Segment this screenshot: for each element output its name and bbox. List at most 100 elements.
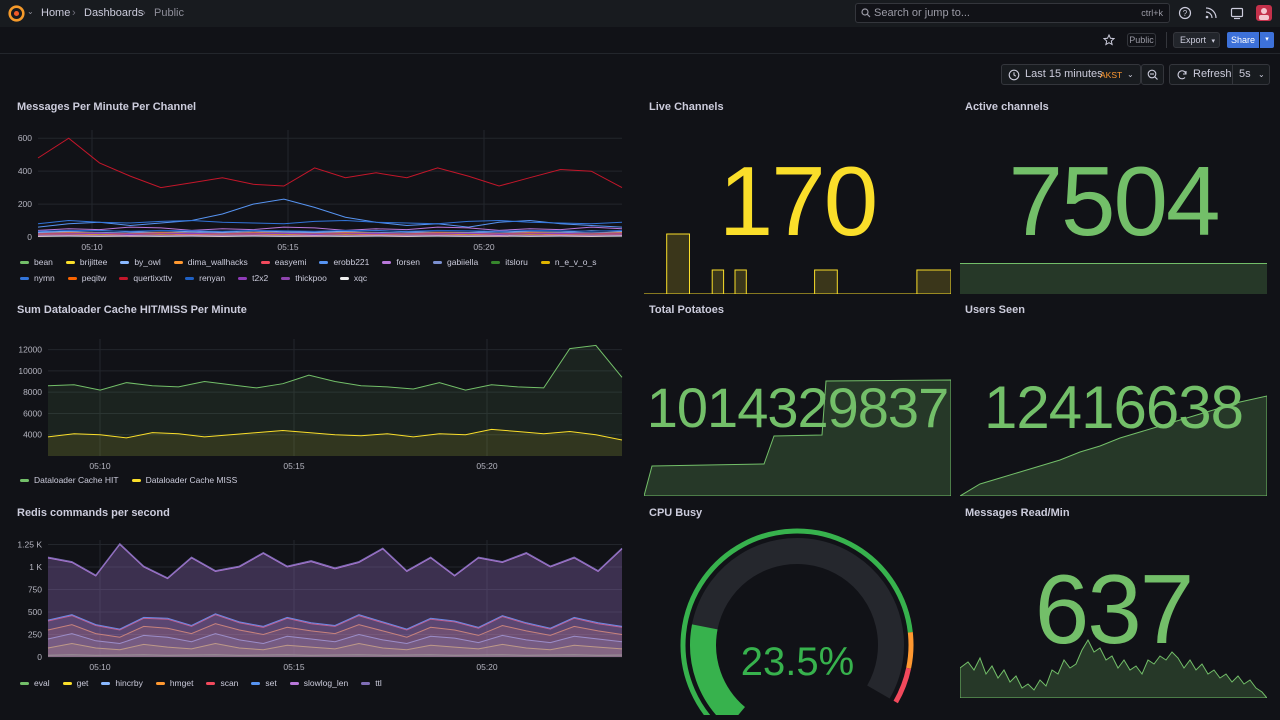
chevron-down-icon[interactable]: ⌄ [27,7,34,16]
legend-item-thickpoo[interactable]: thickpoo [281,270,327,286]
timezone-label: AKST [1100,70,1123,80]
user-avatar-icon[interactable] [1256,5,1272,21]
dataloader-cache-chart[interactable]: 4000 6000 8000 10000 12000 05:10 05:15 05:20 [0,335,630,473]
legend-item-n-e-v-o-s[interactable]: n_e_v_o_s [540,254,597,270]
legend-item-easyemi[interactable]: easyemi [260,254,306,270]
legend-swatch [20,276,29,280]
legend-label: forsen [396,257,420,267]
legend-item-dataloader-cache-miss[interactable]: Dataloader Cache MISS [131,472,237,488]
panel-title-live-channels[interactable]: Live Channels [649,101,724,113]
series-line-get [47,642,623,651]
legend-item-erobb221[interactable]: erobb221 [319,254,369,270]
legend-item-bean[interactable]: bean [20,254,53,270]
series-area-get [48,643,622,657]
legend-item-set[interactable]: set [251,675,277,691]
legend-item-xqc[interactable]: xqc [339,270,368,286]
legend-swatch [433,260,442,264]
messages-read-sparkline [960,638,1267,698]
legend-label: xqc [353,273,368,283]
redis-commands-legend: eval get hincrby hmget scan set slowlog_len ttl [20,675,620,691]
refresh-picker[interactable]: Refresh 5s ⌄ [1169,64,1270,85]
news-feed-icon[interactable] [1204,6,1218,20]
legend-item-brijittee[interactable]: brijittee [65,254,107,270]
legend-label: nymn [34,273,55,283]
legend-item-forsen[interactable]: forsen [382,254,420,270]
refresh-divider [1232,65,1233,84]
breadcrumb-home[interactable]: Home [41,7,71,19]
chevron-down-icon: ▾ [1211,38,1216,45]
series-line-slowlog-len [47,543,623,580]
series-area-set [48,613,622,657]
panel-title-dataloader-cache[interactable]: Sum Dataloader Cache HIT/MISS Per Minute [17,304,247,316]
y-tick-label: 600 [18,133,32,143]
x-tick-label: 05:20 [476,662,498,672]
time-range-picker[interactable]: Last 15 minutes AKST ⌄ [1001,64,1141,85]
refresh-icon [1177,70,1187,80]
legend-item-peqitw[interactable]: peqitw [67,270,106,286]
legend-item-gabiiella[interactable]: gabiiella [433,254,478,270]
grafana-logo-icon[interactable] [8,5,25,22]
messages-per-minute-chart[interactable]: 0 200 400 600 05:10 05:15 05:20 [0,120,630,255]
legend-item-slowlog-len[interactable]: slowlog_len [289,675,348,691]
total-potatoes-sparkline [644,379,951,496]
breadcrumb-current: Public [154,7,184,19]
y-tick-label: 400 [18,166,32,176]
legend-label: ttl [375,678,382,688]
series-line-scan [47,614,623,631]
legend-item-quertixxttv[interactable]: quertixxttv [119,270,172,286]
share-button[interactable]: Share [1227,32,1259,48]
clock-icon [1008,69,1020,81]
users-seen-value: 12416638 [984,374,1244,441]
breadcrumb-dashboards[interactable]: Dashboards [84,7,144,19]
series-line-gabiiella [37,231,623,234]
panel-title-redis-commands[interactable]: Redis commands per second [17,507,170,519]
legend-item-itsloru[interactable]: itsloru [491,254,528,270]
legend-item-dataloader-cache-hit[interactable]: Dataloader Cache HIT [20,472,119,488]
search-shortcut: ctrl+k [1141,8,1163,18]
legend-item-t2x2[interactable]: t2x2 [238,270,268,286]
zoom-out-button[interactable] [1141,64,1164,85]
legend-item-hincrby[interactable]: hincrby [101,675,143,691]
legend-label: n_e_v_o_s [554,257,597,267]
refresh-button-label[interactable]: Refresh [1193,68,1232,80]
share-dropdown-chevron-icon[interactable]: ▾ [1260,32,1274,48]
panel-title-messages-per-minute[interactable]: Messages Per Minute Per Channel [17,101,197,113]
legend-item-eval[interactable]: eval [20,675,50,691]
help-icon[interactable]: ? [1178,6,1192,20]
y-tick-label: 12000 [18,345,42,355]
active-channels-value: 7504 [1008,146,1220,256]
legend-item-hmget[interactable]: hmget [155,675,193,691]
legend-item-ttl[interactable]: ttl [361,675,382,691]
legend-label: hincrby [115,678,143,688]
legend-item-get[interactable]: get [62,675,88,691]
chevron-down-icon: ⌄ [1127,70,1134,79]
total-potatoes-value: 1014329837 [646,376,949,439]
kiosk-mode-icon[interactable] [1230,6,1244,20]
zoom-out-icon [1147,69,1158,80]
cpu-busy-value: 23.5% [740,640,855,684]
legend-item-dima-wallhacks[interactable]: dima_wallhacks [173,254,248,270]
legend-swatch [251,681,261,685]
panel-title-users-seen[interactable]: Users Seen [965,304,1025,316]
legend-item-by-owl[interactable]: by_owl [120,254,161,270]
redis-commands-chart[interactable]: 0 250 500 750 1 K 1.25 K 05:10 05:15 05:20 [0,538,630,676]
legend-item-scan[interactable]: scan [206,675,238,691]
legend-swatch [382,260,392,264]
series-area-slowlog-len [48,544,622,657]
panel-title-messages-read[interactable]: Messages Read/Min [965,507,1070,519]
refresh-interval[interactable]: 5s [1239,68,1251,80]
series-area-scan [48,614,622,657]
series-line-forsen [37,226,623,231]
panel-title-total-potatoes[interactable]: Total Potatoes [649,304,724,316]
legend-swatch [20,478,29,482]
export-button[interactable]: Export ▾ [1173,32,1220,48]
legend-swatch [20,260,29,264]
star-icon[interactable] [1103,34,1115,46]
threshold-band-green [680,528,913,715]
panel-title-cpu-busy[interactable]: CPU Busy [649,507,703,519]
search-input[interactable]: Search or jump to... ctrl+k [855,3,1170,23]
legend-item-nymn[interactable]: nymn [20,270,55,286]
legend-label: gabiiella [447,257,479,267]
panel-title-active-channels[interactable]: Active channels [965,101,1049,113]
legend-item-renyan[interactable]: renyan [185,270,225,286]
